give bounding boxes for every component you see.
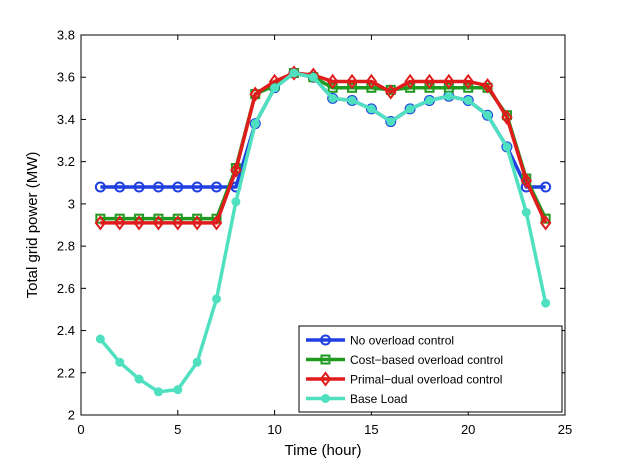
data-point (134, 374, 144, 384)
data-point (212, 294, 222, 304)
y-axis-ticks: 2 2.2 2.4 2.6 2.8 3 3.2 3.4 3.6 3.8 (57, 28, 565, 423)
data-point (365, 73, 378, 90)
data-point (211, 181, 223, 193)
y-tick-label: 2.8 (57, 239, 75, 254)
data-point (385, 84, 397, 100)
plot-frame (80, 34, 566, 416)
legend-marker (321, 394, 330, 403)
data-point (463, 95, 473, 105)
data-point (270, 83, 280, 93)
legend-entry: Cost−based overload control (350, 353, 503, 367)
data-point (463, 82, 474, 93)
data-point (540, 181, 552, 193)
x-tick-label: 15 (364, 422, 378, 437)
legend: No overload control Cost−based overload c… (298, 325, 563, 413)
y-tick-label: 3 (68, 196, 75, 211)
data-point (501, 109, 513, 126)
data-point (94, 181, 106, 193)
data-point (424, 95, 434, 105)
data-point (347, 82, 358, 93)
legend-entry: Base Load (350, 392, 407, 406)
data-point (327, 82, 338, 93)
x-tick-label: 0 (77, 422, 84, 437)
data-point (328, 93, 338, 103)
data-point (326, 73, 339, 90)
data-point (152, 181, 164, 193)
data-point (462, 73, 474, 90)
data-point (539, 215, 552, 231)
data-point (481, 77, 494, 94)
data-point (405, 82, 416, 93)
data-point (502, 142, 512, 152)
y-tick-label: 2.4 (57, 323, 75, 338)
y-tick-label: 2.2 (57, 365, 75, 380)
data-point (191, 181, 203, 193)
data-point (366, 104, 376, 114)
data-point (423, 73, 436, 90)
data-point (172, 215, 184, 231)
data-point (424, 82, 435, 93)
x-tick-label: 10 (267, 422, 281, 437)
data-point (483, 110, 493, 120)
data-point (386, 117, 396, 127)
y-tick-label: 2.6 (57, 281, 75, 296)
data-point (366, 82, 377, 93)
legend-entry: No overload control (350, 334, 454, 348)
plot-marks (94, 65, 552, 397)
data-point (520, 173, 533, 189)
data-point (404, 73, 416, 90)
x-tick-label: 20 (461, 422, 475, 437)
data-point (346, 73, 358, 90)
data-point (250, 119, 260, 129)
data-point (231, 197, 241, 207)
data-point (230, 162, 242, 178)
series-2 (94, 65, 552, 231)
data-point (405, 104, 415, 114)
y-tick-label: 3.6 (57, 70, 75, 85)
data-point (95, 334, 105, 344)
data-point (347, 95, 357, 105)
series-3 (95, 68, 551, 397)
data-point (289, 68, 299, 78)
data-point (210, 215, 223, 231)
y-tick-label: 2 (68, 408, 75, 423)
data-point (541, 298, 551, 308)
data-point (308, 72, 318, 82)
data-point (94, 215, 107, 231)
data-point (114, 181, 126, 193)
data-point (443, 73, 455, 90)
legend-marker (320, 354, 331, 365)
data-point (133, 215, 145, 231)
legend-marker (320, 334, 331, 346)
x-tick-label: 5 (174, 422, 181, 437)
data-point (249, 86, 261, 102)
data-point (152, 215, 165, 231)
data-point (113, 215, 126, 231)
x-axis-label: Time (hour) (285, 442, 362, 459)
data-point (521, 207, 531, 217)
legend-entry: Primal−dual overload control (350, 373, 502, 387)
data-point (192, 357, 202, 367)
y-axis-label: Total grid power (MW) (24, 152, 41, 299)
data-point (444, 91, 454, 101)
y-tick-label: 3.2 (57, 154, 75, 169)
data-point (172, 181, 184, 193)
data-point (115, 357, 125, 367)
data-point (191, 215, 203, 231)
legend-marker (319, 371, 332, 387)
x-tick-label: 25 (558, 422, 572, 437)
data-point (133, 181, 145, 193)
y-tick-label: 3.4 (57, 112, 75, 127)
y-tick-label: 3.8 (57, 28, 75, 43)
data-point (173, 385, 183, 395)
data-point (153, 387, 163, 397)
